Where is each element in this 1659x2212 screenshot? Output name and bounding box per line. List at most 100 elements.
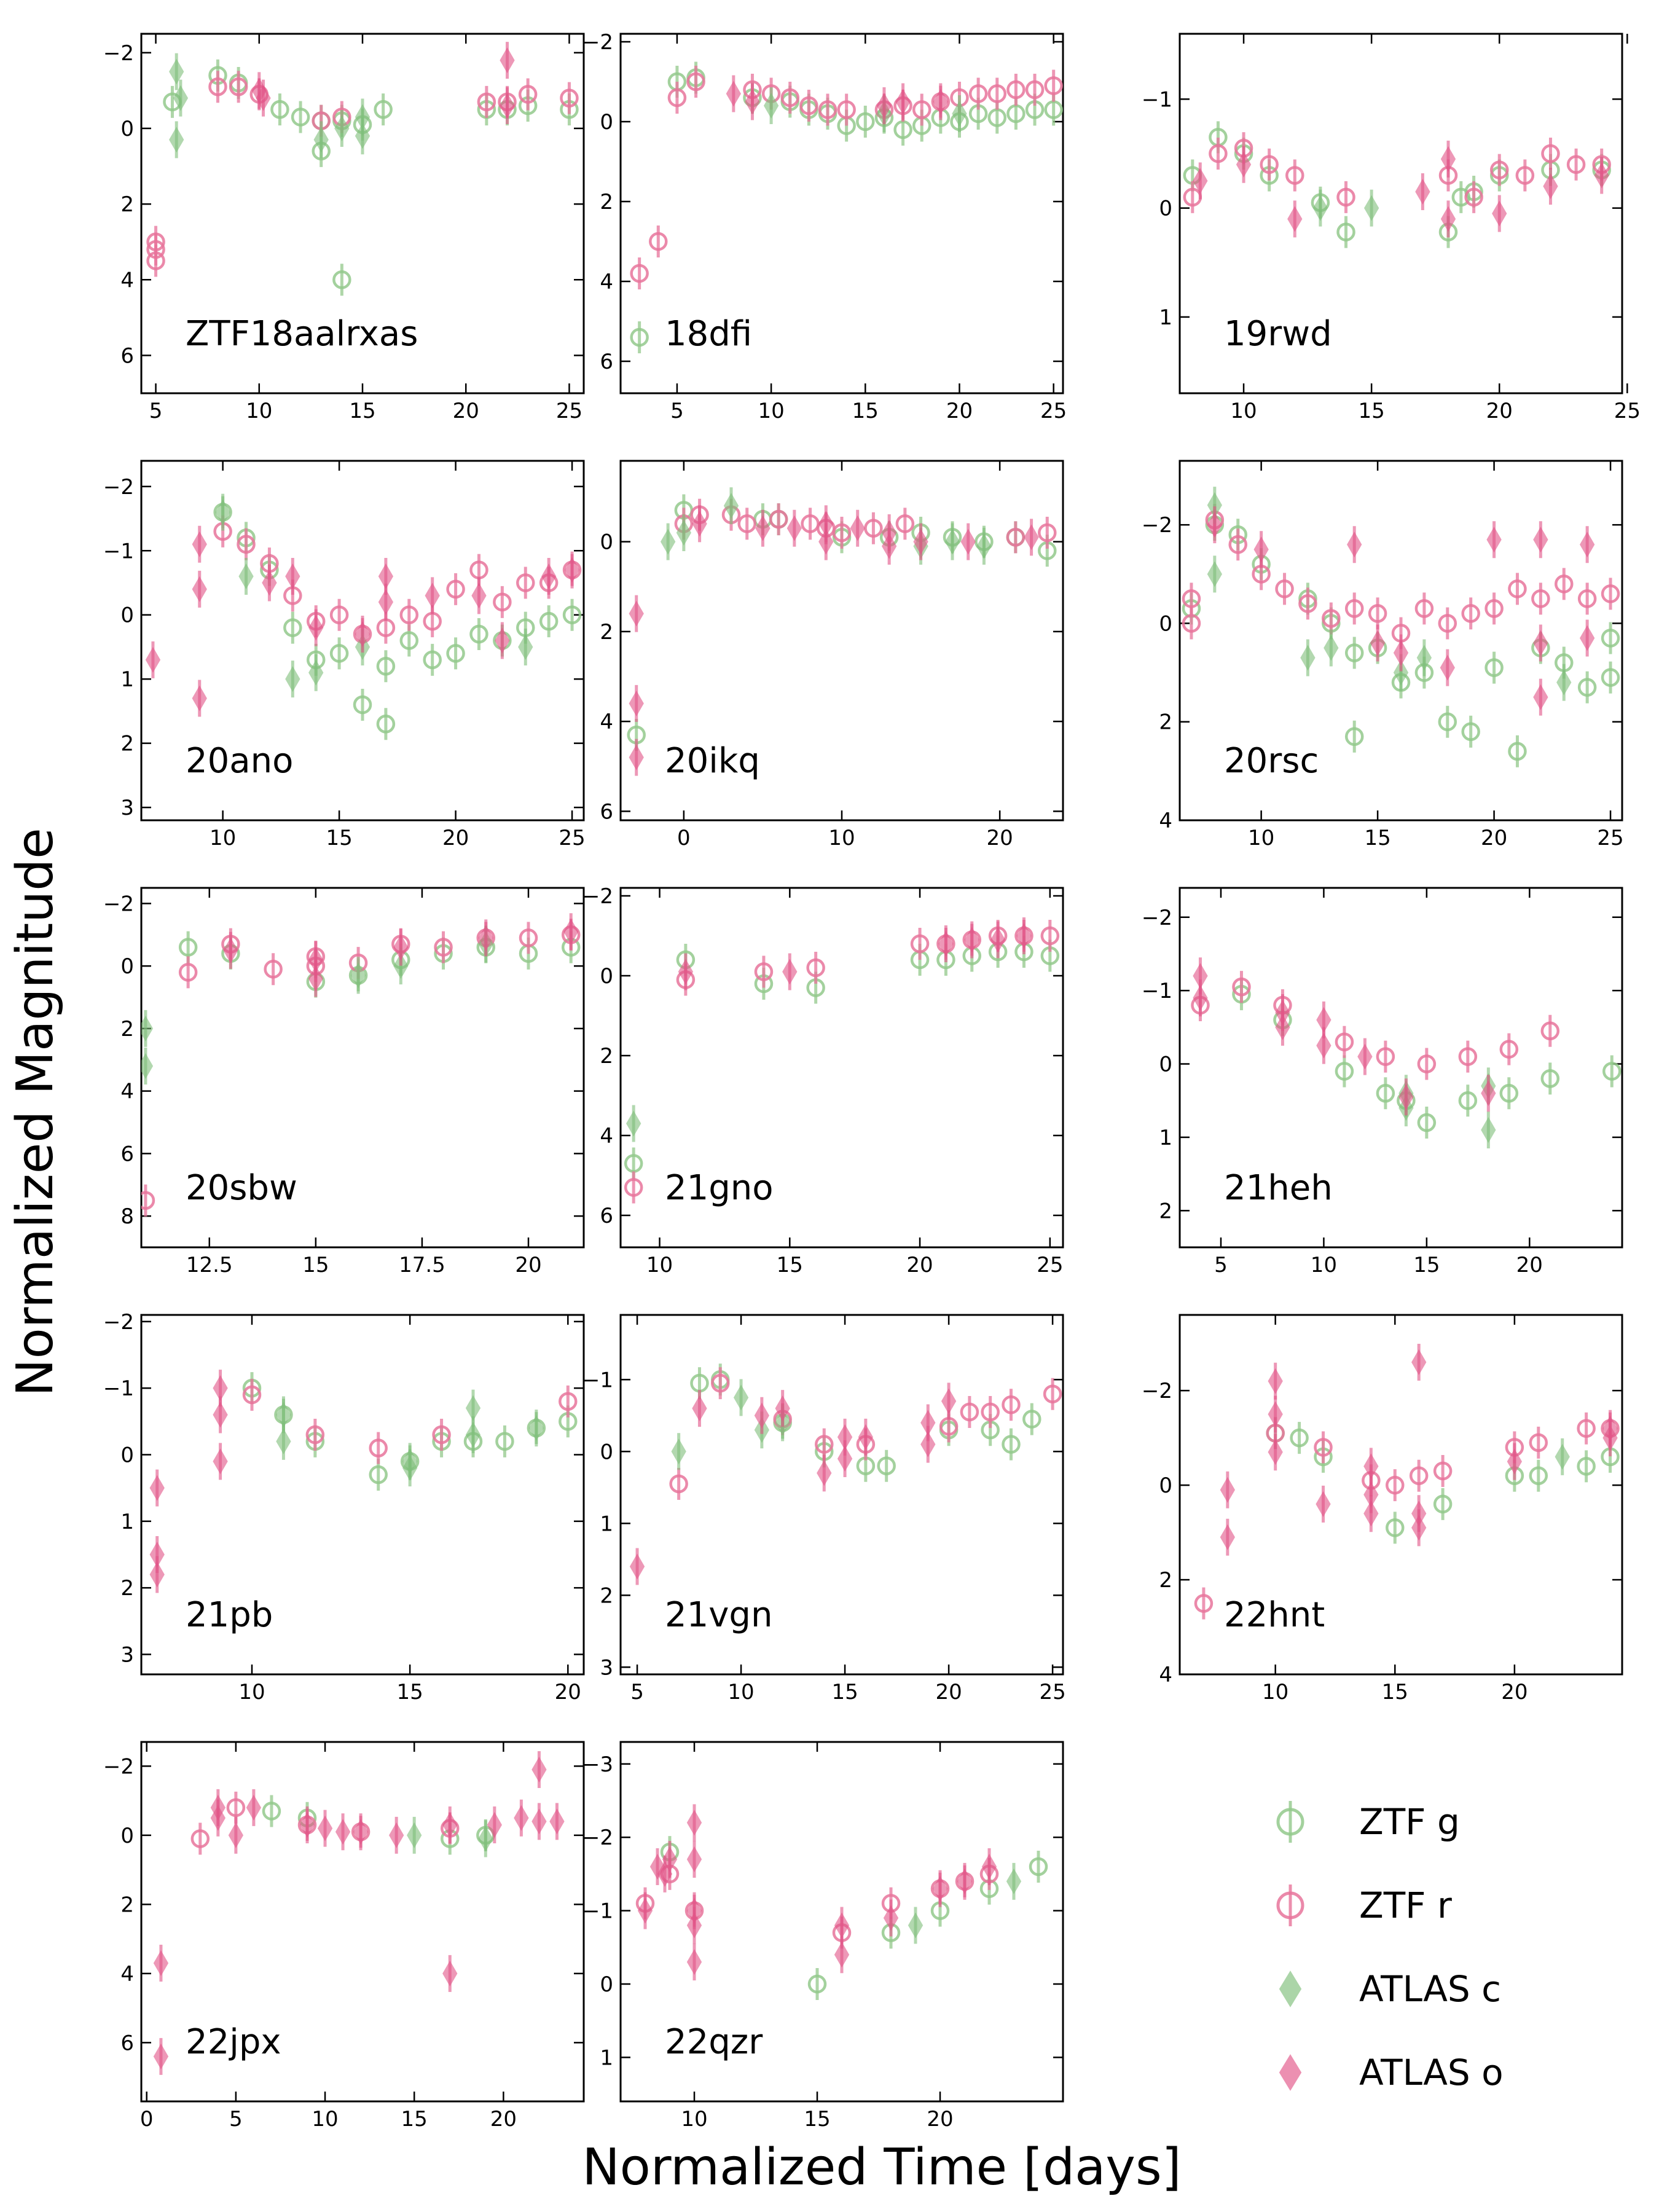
y-tick-label: −2 bbox=[103, 475, 134, 500]
panel-points bbox=[141, 913, 581, 1217]
legend-marker-diamond bbox=[1279, 2054, 1302, 2091]
x-tick-label: 15 bbox=[1382, 1680, 1408, 1704]
point-atlas-c bbox=[908, 1912, 924, 1939]
point-atlas-o bbox=[775, 1395, 790, 1422]
point-ztf-r bbox=[987, 84, 1007, 103]
point-ztf-r bbox=[1417, 1054, 1437, 1073]
point-ztf-r bbox=[806, 958, 825, 978]
legend-marker-diamond bbox=[1279, 1971, 1302, 2007]
x-tick-label: 10 bbox=[1311, 1253, 1337, 1277]
x-tick-label: 15 bbox=[302, 1253, 329, 1277]
point-atlas-o bbox=[726, 80, 741, 107]
y-tick-label: 4 bbox=[600, 710, 613, 734]
panel-20sbw: 12.5 15 17.5 20 −2 0 2 4 6 8 20sbw bbox=[103, 887, 585, 1277]
point-atlas-c bbox=[976, 533, 992, 559]
x-tick-label: 5 bbox=[149, 399, 163, 423]
x-tick-label: 20 bbox=[906, 1253, 933, 1277]
x-tick-label: 0 bbox=[140, 2107, 154, 2132]
point-ztf-r bbox=[1529, 1433, 1548, 1453]
point-ztf-r bbox=[1577, 1419, 1596, 1438]
point-atlas-o bbox=[262, 570, 277, 596]
point-ztf-g bbox=[1461, 722, 1480, 742]
point-atlas-c bbox=[518, 633, 533, 660]
y-tick-label: 0 bbox=[1159, 197, 1172, 221]
point-ztf-r bbox=[1182, 589, 1201, 608]
point-atlas-o bbox=[913, 528, 928, 555]
point-ztf-g bbox=[539, 611, 559, 631]
point-ztf-r bbox=[1409, 1466, 1429, 1485]
x-tick-label: 12.5 bbox=[186, 1253, 233, 1277]
y-tick-label: 0 bbox=[600, 1440, 613, 1464]
x-tick-label: 20 bbox=[1481, 826, 1507, 850]
point-atlas-o bbox=[981, 1853, 997, 1880]
point-atlas-o bbox=[487, 1812, 502, 1838]
point-ztf-r bbox=[968, 84, 988, 103]
panel-21heh: 5 10 15 20 −2 −1 0 1 2 21heh bbox=[1142, 887, 1623, 1277]
y-tick-label: 6 bbox=[120, 343, 134, 368]
point-atlas-o bbox=[1347, 531, 1362, 558]
point-atlas-o bbox=[355, 621, 371, 648]
y-tick-label: 1 bbox=[600, 2045, 613, 2070]
panel-frame bbox=[1179, 887, 1623, 1249]
point-atlas-c bbox=[1312, 195, 1328, 221]
y-tick-label: 6 bbox=[120, 2031, 134, 2055]
point-atlas-o bbox=[1533, 527, 1548, 553]
point-ztf-g bbox=[376, 657, 396, 676]
point-atlas-o bbox=[1220, 1477, 1235, 1503]
point-atlas-o bbox=[1268, 1368, 1283, 1394]
point-ztf-r bbox=[229, 77, 248, 96]
point-atlas-o bbox=[686, 1949, 702, 1975]
point-atlas-o bbox=[818, 511, 834, 537]
point-atlas-o bbox=[478, 925, 493, 951]
y-tick-label: 4 bbox=[600, 270, 613, 294]
point-ztf-r bbox=[1577, 589, 1597, 608]
y-tick-label: 1 bbox=[600, 1512, 613, 1536]
point-atlas-o bbox=[1580, 625, 1595, 651]
y-axis-label: Normalized Magnitude bbox=[6, 828, 65, 1397]
panel-label: 22qzr bbox=[665, 2022, 763, 2062]
point-ztf-r bbox=[1555, 575, 1574, 594]
point-atlas-o bbox=[1316, 1491, 1331, 1517]
point-ztf-r bbox=[769, 509, 788, 529]
point-atlas-o bbox=[782, 959, 798, 985]
point-atlas-o bbox=[425, 582, 440, 609]
x-tick-label: 10 bbox=[1248, 826, 1274, 850]
point-ztf-r bbox=[178, 963, 198, 982]
point-atlas-o bbox=[149, 1475, 165, 1501]
point-ztf-r bbox=[493, 592, 512, 612]
x-tick-label: 15 bbox=[777, 1253, 803, 1277]
point-ztf-r bbox=[960, 1402, 979, 1422]
x-tick-label: 20 bbox=[453, 399, 479, 423]
point-atlas-c bbox=[355, 123, 371, 149]
point-atlas-o bbox=[213, 1402, 228, 1428]
point-atlas-o bbox=[786, 515, 802, 541]
point-atlas-o bbox=[246, 1794, 262, 1821]
legend-label: ZTF g bbox=[1359, 1801, 1460, 1843]
point-ztf-g bbox=[1484, 658, 1504, 677]
point-ztf-g bbox=[332, 270, 351, 289]
x-tick-label: 10 bbox=[681, 2107, 707, 2132]
point-atlas-c bbox=[723, 493, 739, 519]
point-ztf-g bbox=[1577, 678, 1597, 697]
point-atlas-o bbox=[629, 1553, 645, 1580]
point-atlas-o bbox=[1594, 162, 1609, 189]
panel-19rwd: 10 15 20 25 −1 0 1 19rwd bbox=[1142, 33, 1641, 423]
point-atlas-c bbox=[350, 962, 366, 989]
point-ztf-g bbox=[1335, 1062, 1354, 1081]
panel-frame bbox=[140, 460, 585, 822]
point-atlas-o bbox=[192, 576, 207, 602]
point-atlas-o bbox=[210, 1794, 226, 1821]
point-atlas-o bbox=[938, 931, 954, 957]
panel-points bbox=[145, 493, 582, 740]
point-atlas-o bbox=[933, 88, 949, 115]
point-atlas-o bbox=[692, 511, 707, 537]
point-ztf-g bbox=[562, 605, 582, 624]
panel-frame bbox=[619, 1314, 1064, 1676]
point-ztf-g bbox=[178, 938, 198, 957]
point-atlas-o bbox=[1207, 512, 1222, 538]
point-atlas-o bbox=[1602, 1415, 1618, 1441]
point-atlas-o bbox=[1275, 1014, 1290, 1040]
point-atlas-c bbox=[1207, 561, 1222, 587]
legend-item-atlas-o: ATLAS o bbox=[1279, 2052, 1504, 2093]
